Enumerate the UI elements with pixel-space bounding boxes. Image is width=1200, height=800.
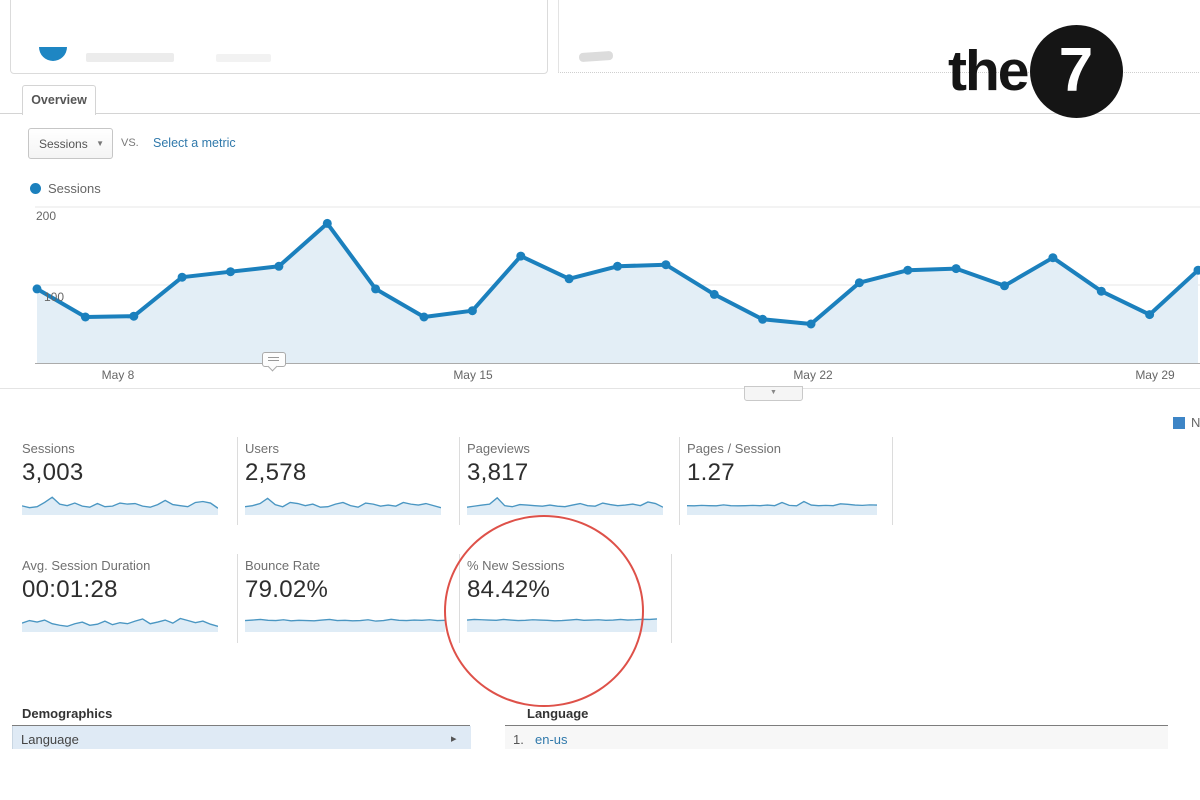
scorecard-value: 3,003 bbox=[22, 459, 84, 486]
y-axis-tick-100: 100 bbox=[44, 290, 65, 304]
cutoff-text-placeholder bbox=[216, 54, 271, 62]
language-value-link[interactable]: en-us bbox=[535, 732, 568, 747]
language-table-title: Language bbox=[527, 706, 589, 721]
tabbar-divider bbox=[0, 113, 1200, 114]
series-legend-dot-icon bbox=[30, 183, 41, 194]
sparkline-avg-session-duration bbox=[21, 604, 219, 633]
bottom-cutoff-mask bbox=[0, 749, 1200, 800]
tab-overview[interactable]: Overview bbox=[22, 85, 96, 115]
metric-dropdown[interactable]: Sessions ▼ bbox=[28, 128, 113, 159]
scorecard-users: Users 2,578 bbox=[245, 441, 307, 487]
card-divider bbox=[237, 437, 238, 525]
scorecard-value: 00:01:28 bbox=[22, 576, 118, 603]
logo-circle-icon: 7 bbox=[1029, 24, 1123, 118]
card-divider bbox=[679, 437, 680, 525]
series-legend-label: Sessions bbox=[48, 181, 101, 196]
scorecard-value: 1.27 bbox=[687, 459, 735, 486]
scorecard-value: 2,578 bbox=[245, 459, 307, 486]
scorecard-pages-per-session: Pages / Session 1.27 bbox=[687, 441, 781, 487]
demographics-nav-item-language[interactable]: Language ▸ bbox=[12, 726, 471, 752]
top-cutoff-panel-left bbox=[10, 0, 548, 74]
the7-logo: the 7 bbox=[948, 24, 1123, 118]
annotation-bubble-icon[interactable] bbox=[262, 352, 286, 372]
scorecard-label: Sessions bbox=[22, 441, 75, 456]
x-axis-label: May 22 bbox=[793, 368, 833, 382]
scorecard-label: Bounce Rate bbox=[245, 558, 321, 573]
pie-chart-fragment-icon bbox=[39, 47, 67, 61]
cutoff-text-placeholder bbox=[578, 50, 614, 63]
language-table-divider bbox=[505, 725, 1168, 726]
sparkline-pageviews bbox=[466, 487, 664, 516]
demographics-divider bbox=[12, 725, 470, 726]
nav-item-label: Language bbox=[21, 732, 79, 747]
scorecard-bounce-rate: Bounce Rate 79.02% bbox=[245, 558, 328, 604]
scorecard-label: Pageviews bbox=[467, 441, 530, 456]
scorecard-label: Pages / Session bbox=[687, 441, 781, 456]
metric-dropdown-value: Sessions bbox=[39, 136, 88, 151]
annotation-bubble-lines bbox=[268, 357, 279, 361]
row-rank: 1. bbox=[513, 732, 524, 747]
scorecard-pageviews: Pageviews 3,817 bbox=[467, 441, 530, 487]
card-divider bbox=[671, 554, 672, 643]
logo-text: the bbox=[948, 39, 1029, 103]
vs-label: VS. bbox=[121, 137, 139, 149]
sparkline-pages-per-session bbox=[686, 487, 878, 516]
card-divider bbox=[892, 437, 893, 525]
scorecard-value: 3,817 bbox=[467, 459, 529, 486]
demographics-section-title: Demographics bbox=[22, 706, 113, 721]
sparkline-bounce-rate bbox=[244, 604, 446, 633]
scorecard-value: 79.02% bbox=[245, 576, 329, 603]
logo-number: 7 bbox=[1058, 36, 1094, 105]
legend-swatch-icon bbox=[1173, 416, 1185, 429]
annotations-divider bbox=[0, 388, 1200, 389]
sessions-line-chart bbox=[32, 206, 1200, 363]
select-a-metric-link[interactable]: Select a metric bbox=[153, 136, 236, 150]
arrow-right-icon: ▸ bbox=[451, 733, 457, 745]
scorecard-avg-session-duration: Avg. Session Duration 00:01:28 bbox=[22, 558, 150, 604]
red-highlight-circle bbox=[444, 515, 644, 707]
x-axis-label: May 8 bbox=[101, 368, 135, 382]
card-divider bbox=[459, 437, 460, 525]
annotation-bubble-tail bbox=[267, 361, 278, 372]
scorecard-sessions: Sessions 3,003 bbox=[22, 441, 84, 487]
y-axis-tick-200: 200 bbox=[36, 209, 57, 223]
scorecard-label: Avg. Session Duration bbox=[22, 558, 151, 573]
x-axis-label: May 15 bbox=[453, 368, 493, 382]
chevron-down-icon: ▼ bbox=[96, 139, 104, 148]
x-axis-line bbox=[35, 363, 1200, 364]
sparkline-sessions bbox=[21, 487, 219, 516]
top-cutoff-panel-right bbox=[558, 0, 1200, 73]
scorecard-label: Users bbox=[245, 441, 279, 456]
legend-label-cutoff: N bbox=[1191, 415, 1200, 430]
x-axis-label: May 29 bbox=[1135, 368, 1175, 382]
pie-legend-cutoff: N bbox=[1173, 415, 1200, 430]
card-divider bbox=[237, 554, 238, 643]
sparkline-users bbox=[244, 487, 442, 516]
chart-collapse-button[interactable]: ▼ bbox=[744, 386, 803, 401]
language-table-row: 1. en-us bbox=[505, 726, 1168, 752]
cutoff-text-placeholder bbox=[86, 53, 174, 62]
